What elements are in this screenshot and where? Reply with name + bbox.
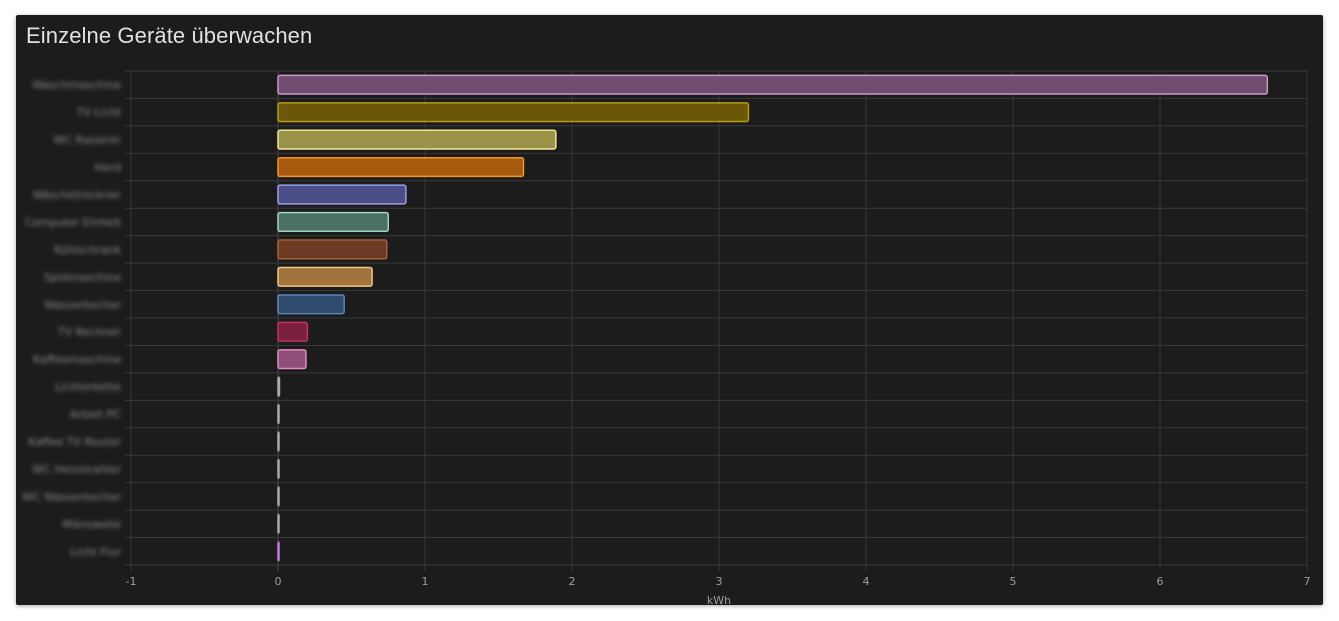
category-label: Licht Flur [70,545,121,558]
bar [277,321,309,342]
bar [277,376,281,397]
x-tick-label: 6 [1157,575,1164,588]
x-tick-label: 5 [1010,575,1017,588]
bar-chart: Waschmaschine TV Licht WC Rasierer Herd Wäsc… [22,70,1311,605]
category-label: Spülmaschine [44,271,121,284]
bar [277,513,280,534]
bar [277,74,1269,95]
bar [277,486,280,507]
category-label: Kaffeemaschine [33,353,121,366]
category-label: Mikrowelle [62,518,121,531]
bar [277,431,280,452]
category-label: Waschmaschine [32,79,121,92]
x-tick-label: 2 [569,575,576,588]
chart-card: Einzelne Geräte überwachen Waschmaschine… [16,15,1323,605]
bar [277,239,388,260]
x-tick-label: 0 [275,575,282,588]
chart-grid [125,70,1308,571]
bar [277,403,280,425]
chart-bars [277,74,1269,562]
chart-x-ticks: -1 0 1 2 3 4 5 6 7 [126,575,1311,588]
x-tick-label: -1 [126,575,137,588]
chart-category-labels: Waschmaschine TV Licht WC Rasierer Herd Wäsc… [22,79,121,559]
bar [277,349,307,370]
category-label: TV Rechner [57,326,121,339]
category-label: TV Licht [76,106,122,119]
category-label: Kaffee TV Router [28,436,121,449]
category-label: Lichterkette [55,381,121,394]
bar [277,156,525,178]
bar [277,294,345,315]
category-label: Wäschetrockner [33,189,122,202]
category-label: Arbeit PC [70,408,121,421]
x-tick-label: 1 [422,575,429,588]
category-label: WC Wasserkocher [22,490,121,503]
category-label: Computer Einheit [25,216,122,229]
bar [277,458,280,480]
bar [277,266,373,287]
category-label: Herd [95,161,121,174]
bar [277,541,280,562]
bar [277,129,557,150]
card-title: Einzelne Geräte überwachen [26,23,313,48]
bar [277,184,407,205]
category-label: Kühlschrank [54,243,122,256]
x-axis-title: kWh [707,594,731,605]
x-tick-label: 3 [716,575,723,588]
bar [277,102,750,123]
x-tick-label: 7 [1304,575,1311,588]
x-tick-label: 4 [863,575,870,588]
bar [277,211,389,233]
category-label: WC Heizstrahler [32,463,121,476]
category-label: Wasserkocher [44,298,121,311]
category-label: WC Rasierer [54,134,122,147]
